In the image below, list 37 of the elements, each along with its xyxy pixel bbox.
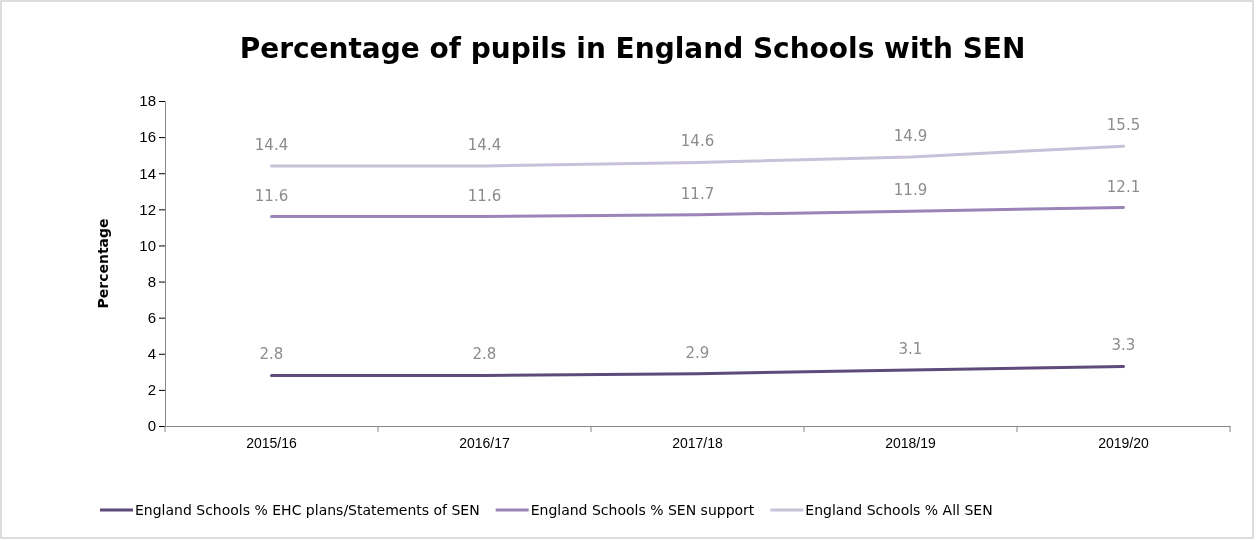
- legend-label: England Schools % SEN support: [530, 502, 755, 518]
- data-label: 15.5: [1106, 116, 1141, 135]
- data-label: 12.1: [1106, 177, 1141, 196]
- data-label: 2.9: [685, 343, 710, 362]
- line-series: [270, 364, 1125, 377]
- data-label: 11.9: [893, 181, 928, 200]
- legend-label: England Schools % All SEN: [805, 502, 993, 518]
- y-axis-title: Percentage: [95, 218, 111, 309]
- x-tick-label: 2017/18: [672, 434, 724, 451]
- data-label: 14.6: [680, 132, 715, 151]
- x-tick-label: 2016/17: [459, 434, 511, 451]
- x-tick-label: 2019/20: [1098, 434, 1150, 451]
- chart-title: Percentage of pupils in England Schools with SEN: [239, 32, 1026, 65]
- data-label: 2.8: [472, 345, 497, 364]
- y-tick-label: 16: [139, 128, 156, 146]
- data-label: 11.6: [467, 186, 502, 205]
- y-tick-label: 2: [147, 381, 156, 399]
- y-tick-label: 0: [147, 417, 156, 435]
- y-tick-label: 18: [139, 92, 156, 110]
- y-tick-label: 8: [147, 272, 156, 290]
- data-label: 2.8: [259, 345, 284, 364]
- line-series: [270, 206, 1125, 219]
- y-tick-label: 4: [147, 345, 156, 363]
- data-label: 11.7: [680, 184, 715, 203]
- legend-label: England Schools % EHC plans/Statements of SEN: [135, 502, 480, 518]
- data-label: 11.6: [254, 186, 289, 205]
- data-label: 3.3: [1111, 336, 1136, 355]
- data-label: 14.9: [893, 126, 928, 145]
- y-tick-label: 6: [147, 308, 156, 326]
- y-tick-label: 10: [139, 236, 156, 254]
- x-tick-label: 2015/16: [246, 434, 298, 451]
- data-label: 14.4: [467, 136, 502, 154]
- data-label: 3.1: [898, 340, 923, 359]
- data-label: 14.4: [254, 136, 289, 154]
- x-tick-label: 2018/19: [885, 434, 937, 451]
- y-tick-label: 12: [139, 200, 156, 218]
- y-tick-label: 14: [139, 164, 156, 182]
